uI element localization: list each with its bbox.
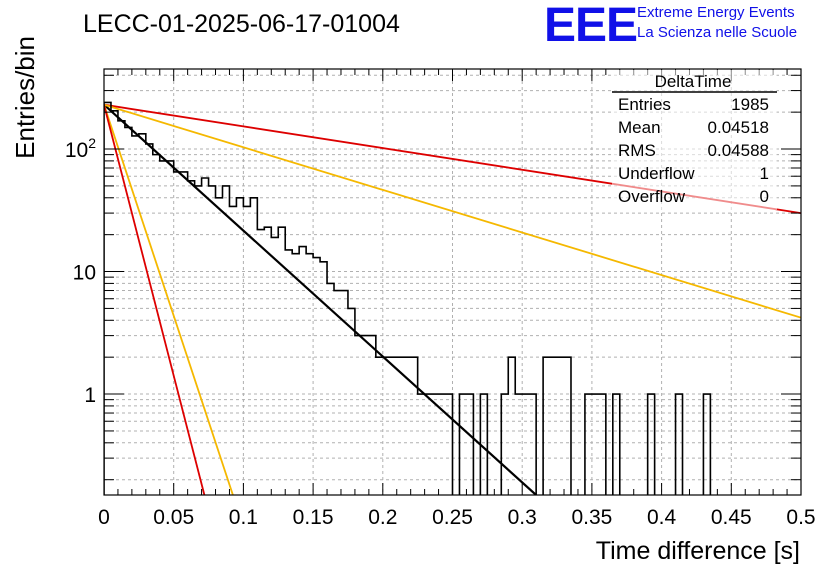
- stats-box-bg: [612, 70, 777, 210]
- x-tick-label: 0.3: [508, 506, 537, 529]
- x-axis-label: Time difference [s]: [596, 537, 800, 565]
- y-tick-label: 10: [73, 262, 96, 285]
- eee-logo: EEE: [544, 0, 638, 52]
- x-tick-label: 0.35: [571, 506, 612, 529]
- y-tick-label: 1: [84, 384, 96, 407]
- x-tick-label: 0.4: [647, 506, 677, 529]
- y-tick-label: 102: [65, 135, 96, 162]
- logo-caption-line2: La Scienza nelle Scuole: [637, 24, 798, 41]
- chart-title: LECC-01-2025-06-17-01004: [83, 10, 400, 38]
- stats-box: DeltaTime Entries 1985 Mean 0.04518 RMS …: [612, 70, 777, 210]
- stats-label-rms: RMS: [618, 141, 656, 160]
- histogram: [104, 101, 712, 495]
- x-tick-label: 0.25: [432, 506, 473, 529]
- stats-label-overflow: Overflow: [618, 187, 686, 206]
- stats-label-underflow: Underflow: [618, 164, 695, 183]
- stats-label-entries: Entries: [618, 95, 671, 114]
- stats-value-underflow: 1: [760, 164, 769, 183]
- stats-title: DeltaTime: [655, 72, 732, 91]
- x-tick-label: 0.05: [153, 506, 194, 529]
- x-tick-label: 0: [98, 506, 110, 529]
- fit-line-2: [104, 103, 801, 319]
- stats-value-entries: 1985: [731, 95, 769, 114]
- stats-value-rms: 0.04588: [708, 141, 769, 160]
- x-tick-label: 0.45: [711, 506, 752, 529]
- y-axis-label: Entries/bin: [10, 36, 40, 159]
- logo-caption-line1: Extreme Energy Events: [637, 4, 795, 21]
- x-tick-labels: 0 0.05 0.1 0.15 0.2 0.25 0.3 0.35 0.4 0.45 0.5: [98, 506, 815, 529]
- stats-value-mean: 0.04518: [708, 118, 769, 137]
- x-tick-label: 0.1: [229, 506, 258, 529]
- stats-label-mean: Mean: [618, 118, 661, 137]
- reference-lines: [104, 103, 801, 495]
- x-tick-label: 0.5: [786, 506, 815, 529]
- x-tick-label: 0.15: [293, 506, 334, 529]
- x-tick-label: 0.2: [368, 506, 397, 529]
- logo-caption: Extreme Energy Events La Scienza nelle S…: [637, 3, 797, 43]
- fit-line-3: [104, 104, 234, 495]
- fit-line-0: [104, 103, 537, 495]
- histogram-outline: [104, 101, 712, 495]
- stats-value-overflow: 0: [760, 187, 769, 206]
- y-tick-labels: 1 10 102: [65, 135, 96, 407]
- fit-line-4: [104, 104, 206, 495]
